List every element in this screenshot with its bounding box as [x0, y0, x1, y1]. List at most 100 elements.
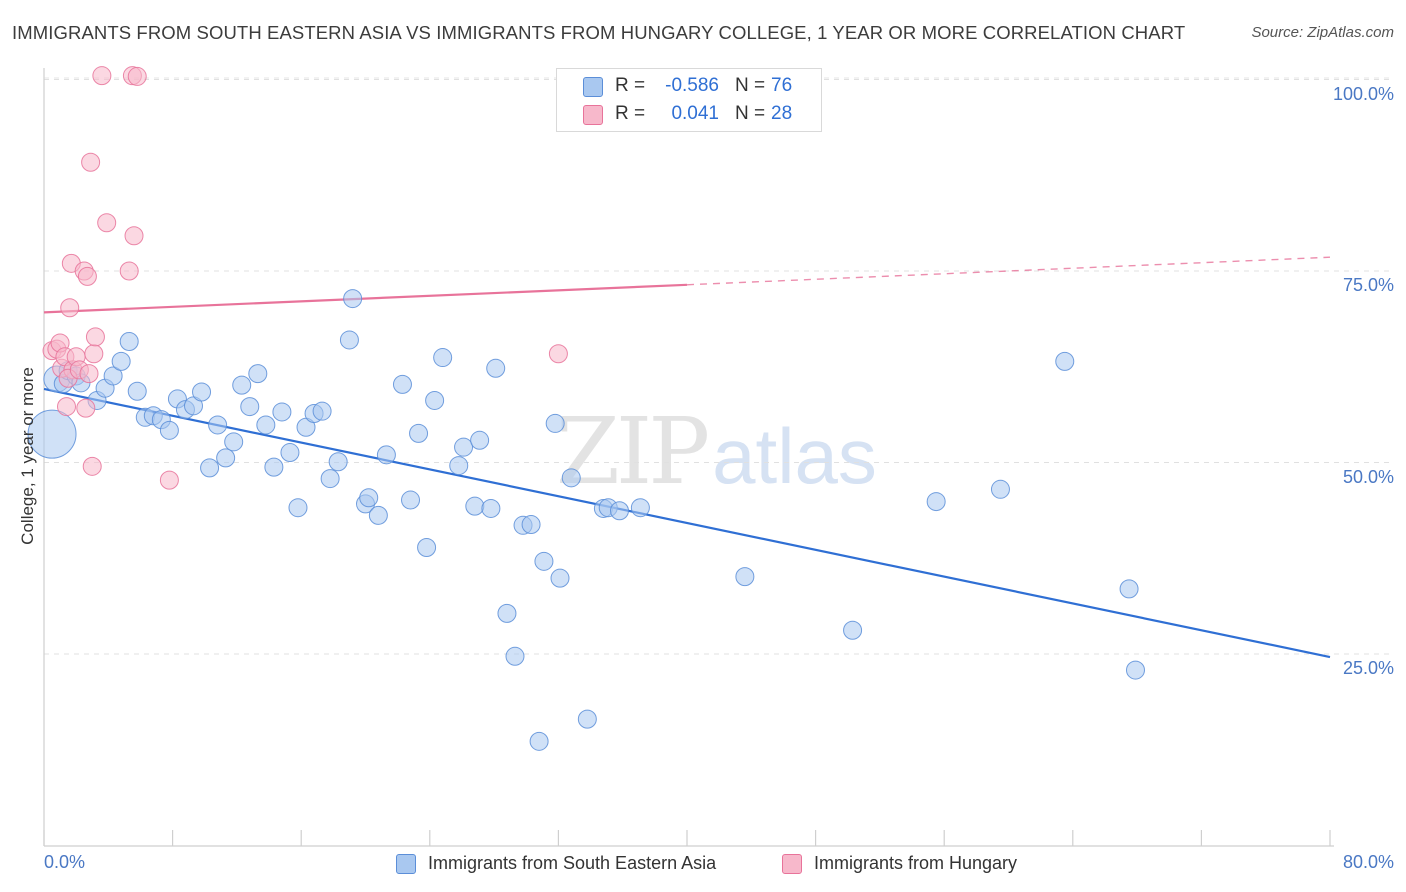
stats-row-hungary: R = 0.041 N = 28: [557, 101, 821, 129]
point-sea: [561, 468, 581, 488]
point-sea: [392, 374, 412, 394]
point-sea: [990, 479, 1010, 499]
trend-line-hungary-extended: [686, 256, 1331, 286]
point-sea: [425, 390, 445, 410]
x-tick-label-max: 80.0%: [1342, 852, 1394, 872]
point-hungary: [60, 298, 80, 318]
point-sea: [577, 709, 597, 729]
y-tick-label: 50.0%: [1342, 466, 1394, 487]
n-value: 28: [771, 103, 793, 124]
point-sea: [339, 330, 359, 350]
point-sea: [609, 501, 629, 521]
point-sea: [240, 397, 260, 417]
legend-label-hungary: Immigrants from Hungary: [814, 853, 1018, 873]
point-hungary: [77, 266, 97, 286]
point-hungary: [159, 470, 179, 490]
r-label: R =: [615, 103, 646, 124]
point-sea: [224, 432, 244, 452]
point-sea: [328, 452, 348, 472]
point-sea: [359, 488, 379, 508]
point-sea: [735, 567, 755, 587]
r-label: R =: [615, 75, 646, 96]
y-tick-label: 100.0%: [1332, 83, 1394, 104]
point-sea: [312, 401, 332, 421]
point-sea: [409, 423, 429, 443]
chart-title: IMMIGRANTS FROM SOUTH EASTERN ASIA VS IM…: [12, 22, 1186, 43]
point-sea: [376, 445, 396, 465]
point-hungary: [79, 364, 99, 384]
point-sea: [232, 375, 252, 395]
point-sea: [534, 551, 554, 571]
point-hungary: [84, 344, 104, 364]
point-sea: [200, 458, 220, 478]
point-sea: [159, 420, 179, 440]
point-sea: [550, 568, 570, 588]
correlation-stats-box: R = -0.586 N = 76 R = 0.041 N = 28: [556, 68, 822, 132]
point-sea: [208, 415, 228, 435]
point-sea: [272, 402, 292, 422]
point-sea: [401, 490, 421, 510]
point-sea: [280, 443, 300, 463]
point-sea: [119, 331, 139, 351]
point-sea: [505, 646, 525, 666]
point-hungary: [119, 261, 139, 281]
source-credit: Source: ZipAtlas.com: [1251, 24, 1394, 41]
point-hungary: [82, 456, 102, 476]
watermark-zip: ZIP: [556, 398, 710, 505]
trend-line-hungary: [43, 283, 688, 314]
n-value: 76: [771, 75, 793, 96]
point-sea: [449, 456, 469, 476]
y-axis-label: College, 1 year or more: [18, 367, 37, 545]
n-label: N =: [735, 103, 766, 124]
point-sea: [470, 430, 490, 450]
point-hungary: [85, 327, 105, 347]
axes: [43, 68, 1334, 847]
point-hungary: [57, 397, 77, 417]
point-sea: [465, 496, 485, 516]
watermark: ZIPatlas: [556, 398, 877, 505]
point-sea: [248, 364, 268, 384]
sea-swatch: [583, 77, 603, 97]
gridlines: [44, 77, 1392, 655]
data-points: [27, 66, 1145, 751]
point-hungary: [127, 66, 147, 86]
point-hungary: [81, 152, 101, 172]
legend-label-sea: Immigrants from South Eastern Asia: [428, 853, 717, 873]
legend-item-sea[interactable]: Immigrants from South Eastern Asia: [396, 852, 766, 876]
point-sea: [1055, 351, 1075, 371]
point-sea: [343, 289, 363, 309]
point-sea: [111, 351, 131, 371]
legend-swatch-sea: [396, 854, 416, 874]
point-sea: [433, 348, 453, 368]
r-value: -0.586: [665, 75, 719, 96]
point-sea: [1119, 579, 1139, 599]
point-sea: [521, 515, 541, 535]
point-sea: [1125, 660, 1145, 680]
point-sea: [545, 413, 565, 433]
trend-line-sea: [43, 387, 1331, 659]
hungary-swatch: [583, 105, 603, 125]
y-tick-label: 25.0%: [1342, 658, 1394, 678]
x-tick-label-min: 0.0%: [44, 852, 86, 872]
point-sea: [630, 498, 650, 518]
point-sea: [843, 620, 863, 640]
point-sea: [27, 409, 77, 459]
point-hungary: [124, 226, 144, 246]
legend-item-hungary[interactable]: Immigrants from Hungary: [782, 852, 1052, 876]
point-hungary: [92, 66, 112, 86]
point-sea: [256, 415, 276, 435]
r-value: 0.041: [671, 103, 719, 124]
legend-swatch-hungary: [782, 854, 802, 874]
y-tick-label: 75.0%: [1342, 275, 1394, 295]
n-label: N =: [735, 75, 766, 96]
point-sea: [454, 437, 474, 457]
point-sea: [264, 457, 284, 477]
trend-lines: [43, 256, 1331, 659]
point-sea: [481, 498, 501, 518]
point-sea: [529, 731, 549, 751]
point-sea: [103, 366, 123, 386]
point-sea: [127, 381, 147, 401]
point-sea: [486, 358, 506, 378]
stats-row-sea: R = -0.586 N = 76: [557, 73, 821, 101]
